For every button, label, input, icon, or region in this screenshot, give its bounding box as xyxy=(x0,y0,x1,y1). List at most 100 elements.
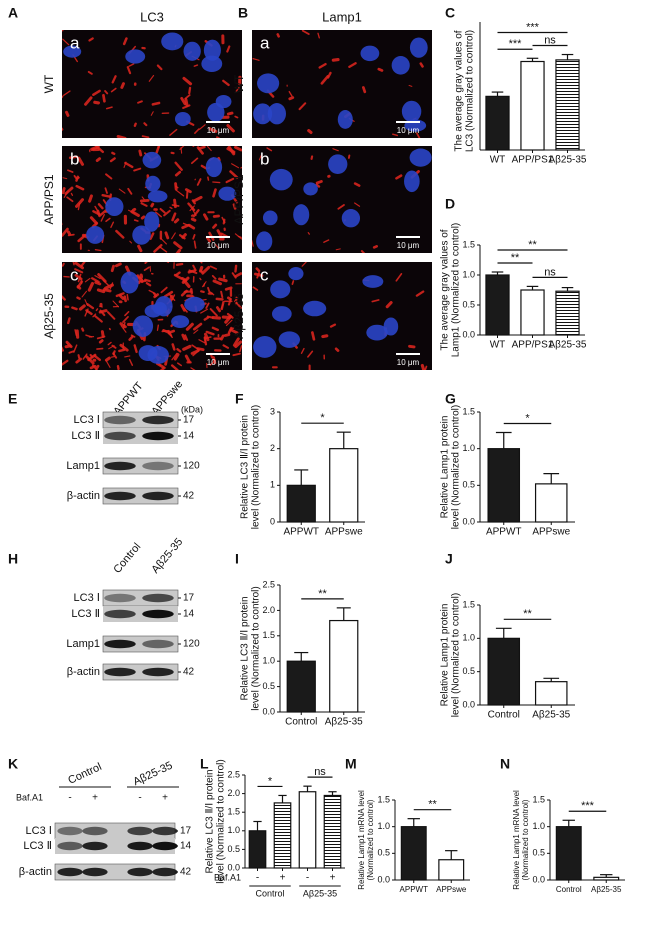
stain xyxy=(184,354,191,364)
stain xyxy=(288,90,293,97)
stain xyxy=(73,344,78,353)
stain xyxy=(88,37,94,42)
stain xyxy=(92,210,101,216)
stain xyxy=(74,329,78,336)
significance-label: ** xyxy=(318,588,327,600)
stain xyxy=(317,32,320,39)
stain xyxy=(160,286,168,294)
y-axis-label: Relative LC3 Ⅱ/Ⅰ protein xyxy=(205,769,216,873)
significance-label: *** xyxy=(581,800,595,812)
stain xyxy=(111,151,116,156)
y-tick-label: 2 xyxy=(270,443,275,453)
nucleus xyxy=(303,182,318,196)
nucleus xyxy=(144,211,160,232)
band xyxy=(152,841,178,851)
band xyxy=(127,841,153,851)
bar xyxy=(248,830,267,869)
stain xyxy=(73,174,78,180)
micrograph xyxy=(252,262,432,370)
group-label: Control xyxy=(66,761,103,787)
stain xyxy=(96,347,104,350)
stain xyxy=(252,286,259,291)
stain xyxy=(137,100,143,104)
stain xyxy=(71,306,78,311)
stain xyxy=(187,223,196,230)
y-tick-label: 0.0 xyxy=(262,706,275,716)
stain xyxy=(141,196,145,201)
band xyxy=(104,639,136,649)
stain xyxy=(392,133,399,137)
y-axis-label: Relative LC3 Ⅱ/Ⅰ protein xyxy=(240,415,251,519)
significance-label: *** xyxy=(526,21,540,33)
stain xyxy=(91,277,100,283)
stain xyxy=(318,62,327,69)
stain xyxy=(171,352,178,361)
stain xyxy=(82,353,88,360)
micrograph xyxy=(62,30,242,138)
condition-label: Aβ25-35 xyxy=(42,293,56,339)
stain xyxy=(98,339,104,344)
bar xyxy=(286,484,316,523)
stain xyxy=(266,147,273,152)
stain xyxy=(174,170,182,177)
stain xyxy=(205,302,210,309)
stain xyxy=(175,262,184,266)
panel-label: I xyxy=(235,551,239,567)
stain xyxy=(184,334,189,341)
stain xyxy=(98,309,108,314)
stain xyxy=(76,296,81,300)
y-tick-label: 0.5 xyxy=(377,848,390,858)
stain xyxy=(118,348,126,353)
stain xyxy=(276,33,280,38)
stain xyxy=(180,96,187,106)
nucleus xyxy=(256,231,273,252)
stain xyxy=(76,285,82,290)
stain xyxy=(173,218,180,224)
stain xyxy=(123,295,127,303)
stain xyxy=(224,314,233,324)
stain xyxy=(173,198,177,209)
stain xyxy=(131,207,137,212)
stain xyxy=(211,275,217,280)
stain xyxy=(337,204,345,210)
nucleus xyxy=(132,225,151,245)
stain xyxy=(62,95,64,99)
condition-label: WT xyxy=(232,74,246,93)
band xyxy=(57,841,83,851)
stain xyxy=(203,332,210,342)
stain xyxy=(98,209,108,218)
nucleus xyxy=(207,102,225,122)
treatment-label: Baf.A1 xyxy=(16,792,43,802)
stain xyxy=(62,177,68,180)
band-kda: 42 xyxy=(183,491,195,502)
stain xyxy=(184,98,189,107)
significance-label: * xyxy=(320,412,325,424)
nucleus xyxy=(293,204,310,226)
band xyxy=(142,639,174,649)
group-label: Aβ25-35 xyxy=(131,760,174,789)
nucleus xyxy=(272,306,292,322)
stain xyxy=(133,344,138,354)
stain xyxy=(105,360,111,368)
lane-label: - xyxy=(138,793,141,804)
stain xyxy=(77,202,81,211)
stain xyxy=(234,300,242,309)
stain xyxy=(171,232,176,240)
stain xyxy=(221,216,226,224)
y-tick-label: 0.0 xyxy=(462,329,475,339)
stain xyxy=(84,96,93,106)
stain xyxy=(240,166,242,169)
y-tick-label: 0.5 xyxy=(462,480,475,490)
stain xyxy=(171,294,176,301)
panel-label: A xyxy=(8,5,18,21)
stain xyxy=(62,227,69,237)
significance-label: ** xyxy=(428,799,437,811)
stain xyxy=(173,353,180,361)
stain xyxy=(133,219,139,222)
nucleus xyxy=(337,110,353,129)
y-tick-label: 1.5 xyxy=(532,794,545,804)
stain xyxy=(136,274,144,284)
stain xyxy=(362,86,367,94)
stain xyxy=(124,161,134,169)
stain xyxy=(63,90,71,96)
